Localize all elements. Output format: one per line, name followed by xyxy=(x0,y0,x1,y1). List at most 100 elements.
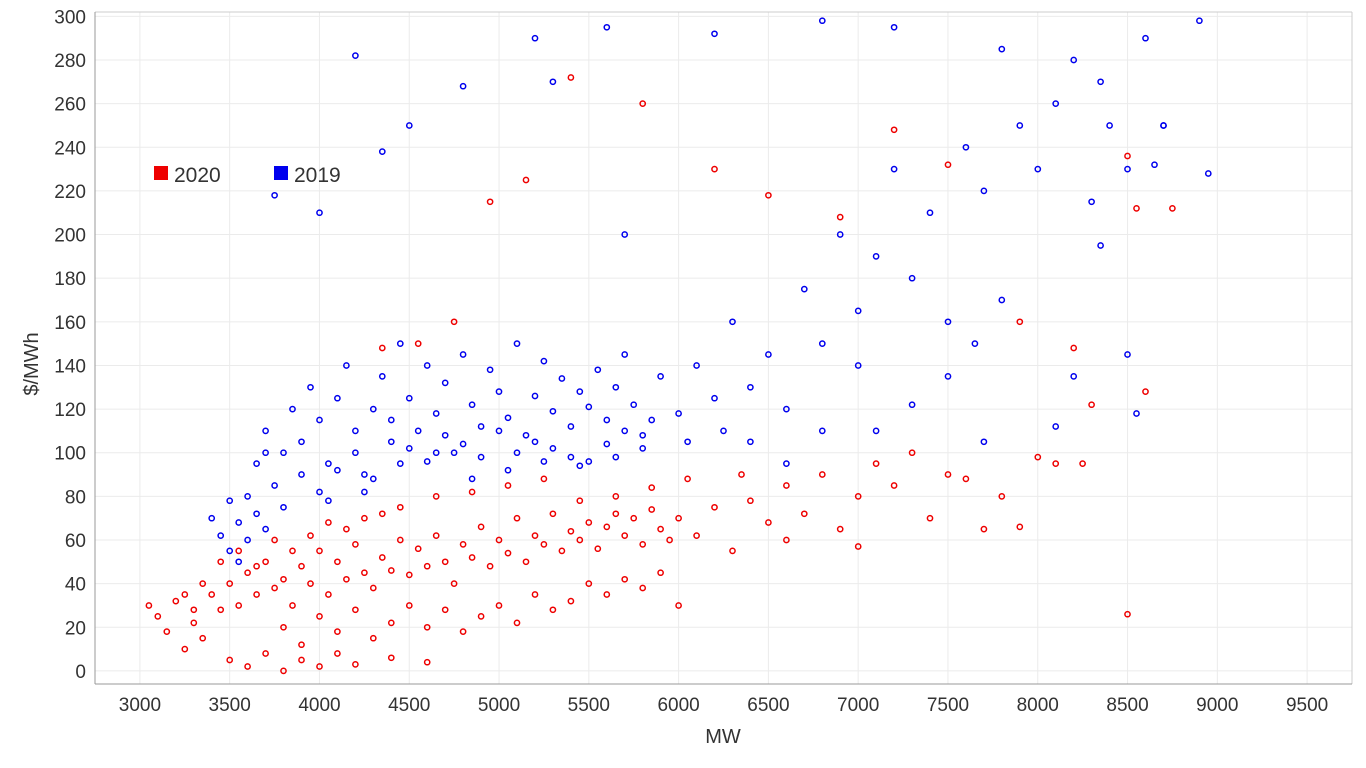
point-2019 xyxy=(872,253,880,260)
point-2019 xyxy=(334,394,341,402)
point-2019 xyxy=(432,449,440,457)
x-tick-label: 8000 xyxy=(1017,695,1059,716)
point-2019 xyxy=(334,466,341,474)
point-2019 xyxy=(477,453,485,461)
point-2020 xyxy=(486,562,494,570)
point-2020 xyxy=(1079,460,1086,467)
y-axis-title: $/MWh xyxy=(21,332,43,395)
point-2020 xyxy=(1088,401,1095,409)
point-2019 xyxy=(998,296,1006,304)
point-2020 xyxy=(271,584,278,592)
x-tick-label: 5500 xyxy=(568,695,610,716)
legend-swatch-2020 xyxy=(154,166,168,180)
point-2019 xyxy=(1034,165,1042,173)
point-2019 xyxy=(504,466,512,474)
point-2019 xyxy=(468,401,476,409)
point-2019 xyxy=(432,410,440,417)
point-2019 xyxy=(262,427,269,435)
point-2020 xyxy=(980,525,988,533)
point-2019 xyxy=(971,340,979,347)
point-2020 xyxy=(603,523,611,531)
point-2020 xyxy=(343,525,350,533)
point-2020 xyxy=(531,591,539,598)
point-2019 xyxy=(926,209,934,217)
point-2020 xyxy=(513,514,521,522)
point-2019 xyxy=(1016,122,1024,129)
point-2019 xyxy=(405,445,413,452)
point-2020 xyxy=(908,449,916,457)
point-2020 xyxy=(199,634,207,642)
y-tick-label: 20 xyxy=(65,618,86,639)
point-2019 xyxy=(854,307,862,315)
point-2019 xyxy=(217,532,225,539)
y-tick-label: 240 xyxy=(54,138,86,159)
point-2020 xyxy=(621,532,629,539)
y-tick-label: 0 xyxy=(75,662,86,683)
point-2019 xyxy=(836,231,844,238)
point-2019 xyxy=(378,373,386,380)
y-tick-label: 160 xyxy=(54,313,86,334)
point-2019 xyxy=(343,362,350,369)
x-tick-label: 7500 xyxy=(927,695,969,716)
point-2020 xyxy=(783,536,790,544)
point-2020 xyxy=(504,549,512,557)
point-2019 xyxy=(720,427,727,435)
point-2019 xyxy=(226,497,234,505)
point-2019 xyxy=(1204,170,1212,177)
point-2020 xyxy=(226,656,234,664)
point-2019 xyxy=(316,488,323,496)
point-2020 xyxy=(405,602,413,609)
point-2020 xyxy=(711,165,718,173)
point-2019 xyxy=(298,471,305,478)
point-2020 xyxy=(1016,318,1024,326)
point-2020 xyxy=(423,658,431,666)
point-2020 xyxy=(612,493,620,500)
point-2019 xyxy=(908,274,916,282)
point-2020 xyxy=(531,532,539,539)
point-2019 xyxy=(361,471,368,478)
point-2020 xyxy=(352,661,359,668)
point-2020 xyxy=(396,536,404,544)
point-2019 xyxy=(280,449,287,457)
point-2020 xyxy=(576,536,584,544)
point-2019 xyxy=(1133,410,1140,417)
point-2020 xyxy=(316,663,323,670)
point-2020 xyxy=(1034,453,1042,461)
point-2019 xyxy=(369,405,377,413)
point-2020 xyxy=(307,580,314,587)
point-2020 xyxy=(522,176,530,184)
point-2019 xyxy=(450,449,458,457)
point-2020 xyxy=(253,591,260,598)
point-2020 xyxy=(836,213,844,221)
point-2020 xyxy=(549,510,557,518)
point-2020 xyxy=(639,584,647,592)
point-2019 xyxy=(944,373,952,380)
point-2020 xyxy=(818,471,826,478)
point-2019 xyxy=(352,427,359,435)
point-2020 xyxy=(423,623,431,631)
point-2020 xyxy=(747,497,754,505)
plot-points xyxy=(145,17,1212,675)
x-tick-label: 3500 xyxy=(209,695,251,716)
point-2020 xyxy=(648,506,656,513)
point-2020 xyxy=(1133,205,1140,212)
point-2020 xyxy=(639,541,647,548)
point-2019 xyxy=(307,383,314,391)
point-2020 xyxy=(414,340,422,347)
point-2020 xyxy=(549,606,557,614)
point-2020 xyxy=(504,482,512,489)
point-2020 xyxy=(262,650,269,657)
point-2020 xyxy=(378,344,386,352)
point-2020 xyxy=(872,460,880,467)
point-2019 xyxy=(944,318,952,326)
point-2020 xyxy=(387,567,395,574)
point-2019 xyxy=(513,340,521,347)
point-2019 xyxy=(1106,122,1113,129)
point-2019 xyxy=(396,340,404,347)
point-2019 xyxy=(818,427,826,435)
point-2020 xyxy=(594,545,602,553)
point-2019 xyxy=(818,340,826,347)
point-2020 xyxy=(352,606,359,614)
point-2020 xyxy=(208,591,216,598)
x-tick-label: 3000 xyxy=(119,695,161,716)
